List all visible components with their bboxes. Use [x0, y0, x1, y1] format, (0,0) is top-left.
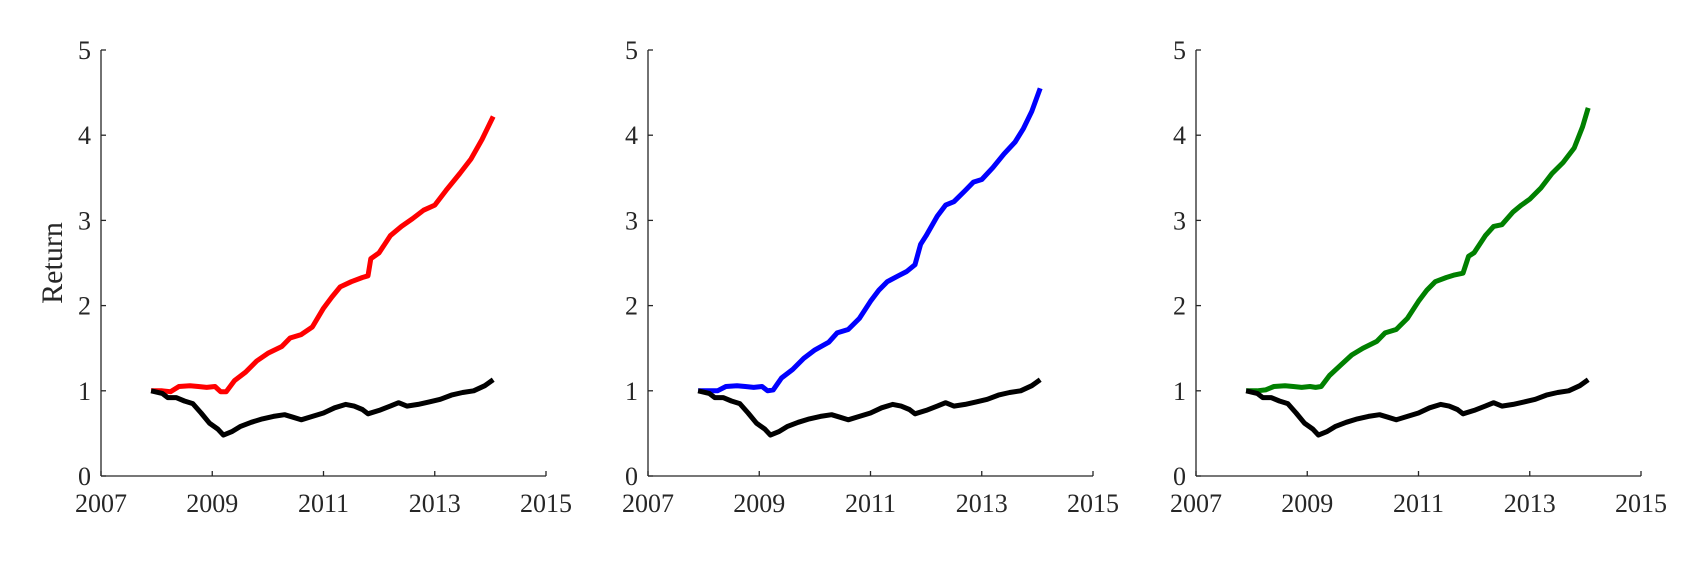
chart-panel-2: 2007 2009 2011 2013 2015 0 1 2 3 4 5	[622, 36, 1119, 518]
x-tick-label: 2015	[520, 489, 572, 518]
y-tick-label: 4	[1173, 121, 1186, 150]
x-tick-label: 2007	[75, 489, 127, 518]
x-tick-label: 2011	[298, 489, 349, 518]
y-tick-label: 3	[1173, 206, 1186, 235]
series-line-2	[697, 377, 1042, 438]
x-tick-label: 2013	[1504, 489, 1556, 518]
y-tick-label: 5	[78, 36, 91, 65]
y-axis-title: Return	[36, 222, 69, 304]
series-line-1	[151, 115, 496, 395]
x-tick-label: 2007	[1170, 489, 1222, 518]
chart-panel-3: 2007 2009 2011 2013 2015 0 1 2 3 4 5	[1170, 36, 1667, 518]
series-line-1	[1246, 107, 1591, 394]
chart-panel-1: 2007 2009 2011 2013 2015 0 1 2 3 4 5 Return	[36, 36, 572, 518]
y-tick-label: 4	[78, 121, 91, 150]
x-tick-label: 2009	[733, 489, 785, 518]
x-tick-label: 2013	[956, 489, 1008, 518]
y-tick-label: 1	[625, 377, 638, 406]
x-tick-label: 2013	[409, 489, 461, 518]
x-tick-label: 2009	[1281, 489, 1333, 518]
y-tick-label: 5	[1173, 36, 1186, 65]
x-tick-label: 2011	[845, 489, 896, 518]
y-tick-label: 2	[625, 292, 638, 321]
y-tick-label: 2	[78, 292, 91, 321]
y-tick-label: 1	[1173, 377, 1186, 406]
x-tick-label: 2009	[186, 489, 238, 518]
y-tick-label: 0	[625, 462, 638, 491]
y-tick-label: 3	[78, 206, 91, 235]
series-line-2	[1245, 377, 1590, 438]
y-tick-label: 0	[1173, 462, 1186, 491]
series-line-1	[698, 87, 1043, 394]
y-tick-label: 3	[625, 206, 638, 235]
x-tick-label: 2015	[1067, 489, 1119, 518]
y-tick-label: 1	[78, 377, 91, 406]
y-tick-label: 5	[625, 36, 638, 65]
x-tick-label: 2015	[1615, 489, 1667, 518]
y-tick-label: 4	[625, 121, 638, 150]
y-tick-label: 2	[1173, 292, 1186, 321]
x-tick-label: 2007	[622, 489, 674, 518]
series-line-2	[150, 377, 495, 438]
x-tick-label: 2011	[1393, 489, 1444, 518]
y-tick-label: 0	[78, 462, 91, 491]
